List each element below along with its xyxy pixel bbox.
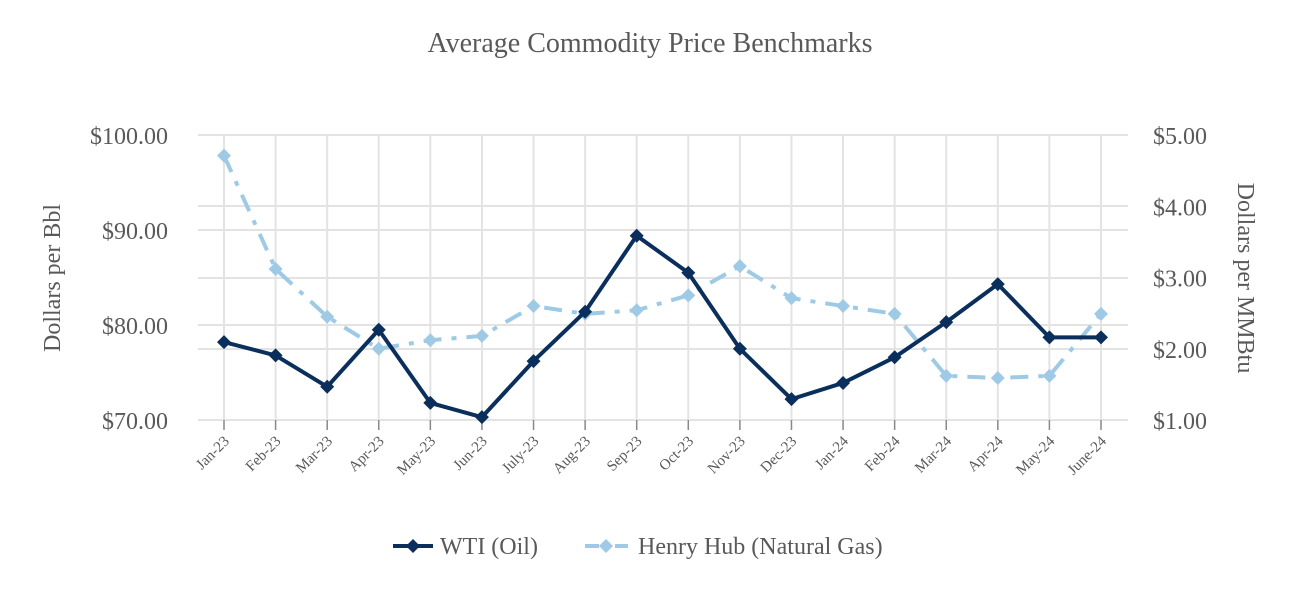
diamond-marker-icon [406, 539, 420, 553]
legend-label-wti: WTI (Oil) [440, 534, 538, 560]
data-point-marker [732, 259, 747, 274]
x-tick-label: May-24 [1013, 433, 1058, 478]
data-point-marker [1042, 368, 1057, 383]
y-tick-label: $80.00 [102, 314, 168, 340]
y2-tick-label: $2.00 [1153, 338, 1207, 364]
x-tick-label: Feb-24 [862, 433, 904, 475]
gridlines [198, 134, 1128, 430]
data-point-marker [681, 265, 696, 280]
data-point-marker [629, 303, 644, 318]
data-point-marker [990, 277, 1005, 292]
series-line [222, 154, 1103, 380]
data-point-marker [939, 315, 954, 330]
x-tick-label: Jan-23 [193, 434, 233, 474]
y2-tick-label: $5.00 [1153, 124, 1207, 150]
data-point-marker [681, 288, 696, 303]
data-point-marker [268, 348, 283, 363]
y2-tick-label: $4.00 [1153, 195, 1207, 221]
x-tick-label: Feb-23 [243, 434, 284, 475]
data-point-marker [474, 328, 489, 343]
diamond-marker-icon [599, 539, 613, 553]
x-tick-label: Sep-23 [604, 434, 645, 475]
x-tick-label: Jun-23 [451, 434, 491, 474]
data-point-marker [526, 299, 541, 313]
data-point-marker [371, 341, 386, 356]
legend-item-henry-hub: Henry Hub (Natural Gas) [585, 534, 883, 560]
data-point-marker [836, 375, 851, 390]
data-point-marker [320, 309, 335, 324]
right-axis: $5.00 $4.00 $3.00 $2.00 $1.00 [1153, 124, 1207, 435]
data-point-marker [784, 392, 799, 407]
x-tick-label: Mar-23 [293, 434, 336, 477]
x-tick-label: Apr-24 [965, 433, 1007, 475]
x-tick-label: Oct-23 [656, 434, 697, 475]
x-tick-label: Nov-23 [705, 434, 749, 478]
data-point-marker [1094, 330, 1108, 345]
x-tick-label: Aug-23 [550, 434, 594, 478]
data-point-marker [887, 350, 902, 365]
chart-title: Average Commodity Price Benchmarks [427, 28, 872, 59]
x-axis: Jan-23 Feb-23 Mar-23 Apr-23 May-23 Jun-23 July… [193, 433, 1110, 478]
series-line [223, 233, 1101, 420]
data-point-marker [732, 341, 747, 356]
legend-item-wti: WTI (Oil) [393, 534, 538, 560]
x-tick-label: Dec-23 [758, 434, 801, 477]
data-point-marker [836, 299, 851, 313]
legend-label-henry-hub: Henry Hub (Natural Gas) [638, 534, 883, 560]
x-tick-label: Apr-23 [346, 434, 388, 476]
data-point-marker [629, 228, 644, 243]
y-axis-label: Dollars per Bbl [40, 204, 66, 352]
left-axis: $100.00 $90.00 $80.00 $70.00 [90, 124, 168, 435]
data-point-marker [217, 148, 231, 163]
data-point-marker [423, 395, 438, 410]
data-point-marker [990, 370, 1005, 385]
x-tick-label: June-24 [1065, 433, 1110, 478]
x-tick-label: Jan-24 [812, 433, 852, 473]
data-point-marker [217, 335, 231, 350]
data-point-marker [371, 322, 386, 337]
x-tick-label: May-23 [394, 434, 439, 479]
y2-tick-label: $1.00 [1153, 409, 1207, 435]
legend: WTI (Oil) Henry Hub (Natural Gas) [393, 534, 883, 560]
y-tick-label: $100.00 [90, 124, 168, 150]
x-tick-label: July-23 [499, 434, 542, 477]
data-point-marker [423, 333, 438, 348]
y2-axis-label: Dollars per MMBtu [1232, 183, 1258, 374]
y-tick-label: $90.00 [102, 219, 168, 245]
data-point-marker [578, 304, 593, 319]
data-point-marker [320, 379, 335, 394]
data-point-marker [887, 306, 902, 321]
y2-tick-label: $3.00 [1153, 267, 1207, 293]
x-tick-label: Mar-24 [912, 433, 955, 476]
y-tick-label: $70.00 [102, 409, 168, 435]
data-point-marker [268, 261, 283, 276]
data-point-marker [1094, 306, 1108, 321]
data-point-marker [939, 368, 954, 383]
data-point-marker [784, 291, 799, 306]
series-group [217, 148, 1108, 425]
data-point-marker [526, 354, 541, 369]
data-point-marker [1042, 330, 1057, 345]
data-point-marker [474, 410, 489, 425]
